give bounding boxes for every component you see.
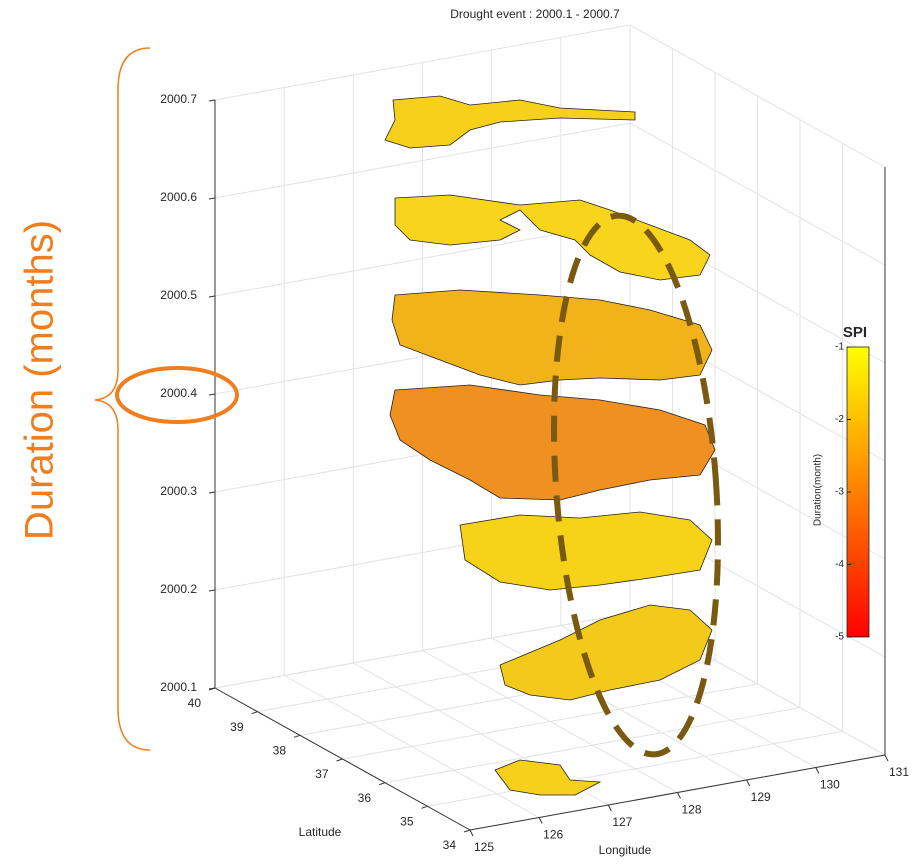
- chart-title: Drought event : 2000.1 - 2000.7: [450, 7, 620, 21]
- annotation-text: Duration (months): [18, 220, 62, 540]
- colorbar-tick-label: -3: [835, 487, 844, 498]
- colorbar-tick-label: -1: [835, 342, 844, 353]
- x-tick: [747, 780, 750, 786]
- colorbar-title: SPI: [843, 324, 867, 341]
- x-tick-label: 130: [820, 778, 840, 792]
- x-tick-label: 126: [543, 828, 563, 842]
- x-tick-label: 127: [612, 815, 632, 829]
- z-tick-label: 2000.3: [160, 484, 197, 498]
- map-slice: [460, 512, 712, 590]
- y-tick-label: 37: [315, 767, 329, 781]
- x-tick: [608, 805, 611, 811]
- x-tick-label: 131: [889, 765, 909, 779]
- y-tick-label: 38: [273, 744, 287, 758]
- z-tick: [209, 296, 215, 297]
- chart: Drought event : 2000.1 - 2000.7 Latitude…: [0, 0, 924, 860]
- map-slice: [385, 96, 635, 148]
- colorbar-tick-label: -5: [835, 632, 844, 643]
- y-tick-label: 34: [443, 838, 457, 852]
- grid-line: [385, 708, 800, 783]
- x-tick: [885, 755, 888, 761]
- x-tick: [539, 818, 542, 824]
- map-slices: [385, 96, 715, 795]
- z-tick: [209, 394, 215, 395]
- z-tick-label: 2000.5: [160, 288, 197, 302]
- z-tick: [209, 100, 215, 101]
- x-tick-label: 129: [751, 790, 771, 804]
- z-tick-label: 2000.1: [160, 680, 197, 694]
- x-tick-label: 125: [474, 840, 494, 854]
- y-tick-label: 36: [358, 791, 372, 805]
- z-tick: [209, 590, 215, 591]
- y-tick: [464, 830, 470, 832]
- map-slice: [392, 290, 712, 385]
- y-tick-label: 35: [400, 815, 414, 829]
- z-tick: [209, 492, 215, 493]
- y-tick: [337, 759, 343, 761]
- y-tick: [252, 712, 258, 714]
- y-axis-label: Latitude: [299, 825, 342, 839]
- map-slice: [390, 385, 715, 500]
- y-tick: [422, 806, 428, 808]
- brace: [95, 48, 150, 750]
- y-tick-label: 40: [188, 696, 202, 710]
- x-tick-label: 128: [681, 803, 701, 817]
- x-tick: [816, 768, 819, 774]
- y-tick: [294, 735, 300, 737]
- y-tick: [379, 783, 385, 785]
- y-tick-label: 39: [230, 720, 244, 734]
- z-tick-label: 2000.4: [160, 386, 197, 400]
- x-tick: [470, 830, 473, 836]
- x-tick: [678, 793, 681, 799]
- map-slice: [500, 605, 712, 700]
- colorbar-tick-label: -2: [835, 414, 844, 425]
- z-tick-label: 2000.6: [160, 190, 197, 204]
- grid-line: [428, 731, 843, 806]
- z-tick-label: 2000.2: [160, 582, 197, 596]
- x-axis-label: Longitude: [599, 843, 652, 857]
- colorbar-label: Duration(month): [813, 454, 824, 526]
- z-tick: [209, 198, 215, 199]
- colorbar-tick-label: -4: [835, 559, 844, 570]
- z-tick-label: 2000.7: [160, 92, 197, 106]
- map-slice: [395, 195, 710, 280]
